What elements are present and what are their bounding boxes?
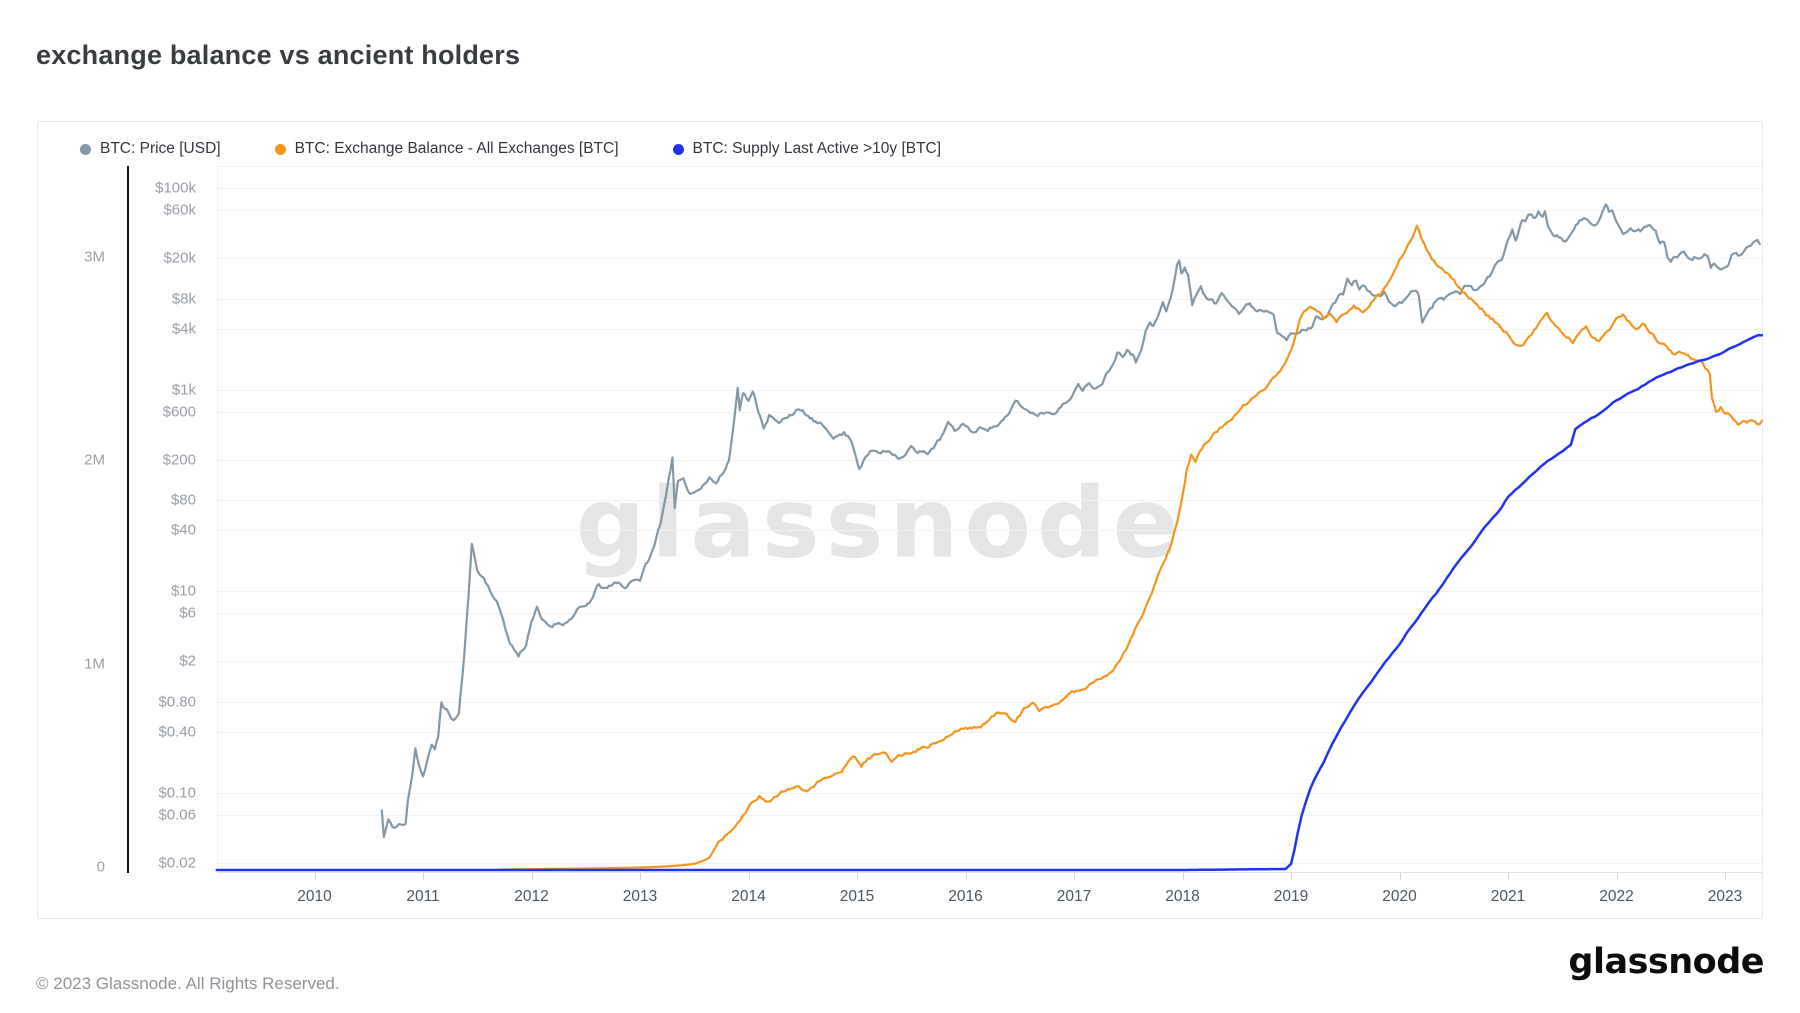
x-tick-mark	[1399, 873, 1401, 880]
x-tick-mark	[314, 873, 316, 880]
gridline	[217, 299, 1763, 300]
price-tick-label: $20k	[163, 249, 196, 267]
price-tick-label: $6	[179, 604, 196, 622]
price-tick-label: $1k	[171, 381, 196, 398]
chart-card	[37, 121, 1763, 919]
price-tick-label: $0.80	[158, 693, 196, 710]
gridline	[217, 863, 1763, 864]
x-tick-mark	[640, 873, 641, 880]
price-tick-label: $100k	[155, 179, 196, 197]
price-tick-label: $10	[170, 582, 196, 600]
chart-legend: BTC: Price [USD] BTC: Exchange Balance -…	[80, 140, 941, 158]
price-tick-label: $8k	[171, 290, 196, 307]
gridline	[217, 732, 1763, 733]
plot-area[interactable]	[217, 166, 1763, 873]
supply-tick-label: 3M	[84, 248, 105, 266]
x-tick-mark	[531, 873, 533, 880]
gridline	[217, 793, 1763, 794]
legend-item-price[interactable]: BTC: Price [USD]	[80, 140, 221, 158]
legend-label: BTC: Supply Last Active >10y [BTC]	[692, 140, 942, 157]
price-series-dot-icon	[80, 143, 91, 155]
exchange-balance-line	[497, 224, 1763, 871]
x-tick-mark	[857, 873, 858, 880]
year-tick-label: 2012	[514, 888, 549, 905]
legend-label: BTC: Exchange Balance - All Exchanges [B…	[294, 140, 619, 157]
gridline	[217, 329, 1763, 330]
gridline	[217, 591, 1763, 592]
x-tick-mark	[1616, 873, 1618, 880]
price-tick-label: $600	[162, 403, 196, 421]
gridline	[217, 815, 1763, 816]
price-line	[380, 203, 1761, 839]
legend-item-ancient-supply[interactable]: BTC: Supply Last Active >10y [BTC]	[672, 140, 942, 158]
x-tick-mark	[1074, 873, 1075, 880]
year-tick-label: 2014	[731, 888, 766, 905]
year-tick-label: 2019	[1273, 888, 1309, 905]
gridline	[217, 188, 1763, 189]
gridline	[217, 258, 1763, 259]
x-tick-mark	[748, 873, 750, 880]
year-tick-label: 2018	[1165, 888, 1200, 905]
price-tick-label: $60k	[163, 201, 196, 219]
year-tick-label: 2013	[622, 888, 658, 905]
legend-item-exchange-balance[interactable]: BTC: Exchange Balance - All Exchanges [B…	[274, 140, 619, 158]
price-tick-label: $0.02	[158, 854, 196, 872]
price-tick-label: $80	[170, 491, 196, 509]
page-title: exchange balance vs ancient holders	[36, 40, 521, 70]
gridline	[217, 661, 1763, 662]
ancient-supply-line	[215, 333, 1764, 872]
gridline	[217, 500, 1763, 501]
year-tick-label: 2023	[1707, 888, 1743, 905]
supply-tick-label: 0	[96, 858, 105, 876]
year-tick-label: 2020	[1382, 888, 1417, 905]
ancient-supply-series-dot-icon	[672, 143, 684, 155]
gridline	[217, 702, 1763, 703]
gridline	[217, 613, 1763, 614]
price-tick-label: $2	[179, 652, 196, 670]
gridline	[217, 390, 1763, 391]
price-tick-label: $0.10	[158, 784, 196, 801]
price-tick-label: $0.06	[158, 806, 196, 824]
price-tick-label: $4k	[171, 320, 196, 338]
legend-label: BTC: Price [USD]	[100, 140, 221, 157]
gridline	[217, 460, 1763, 461]
glassnode-logo[interactable]: glassnode	[1568, 942, 1764, 982]
year-tick-label: 2011	[406, 888, 440, 905]
x-tick-mark	[1725, 873, 1726, 880]
year-tick-label: 2015	[839, 888, 875, 905]
year-tick-label: 2016	[948, 888, 983, 905]
supply-tick-label: 1M	[84, 655, 105, 673]
year-tick-label: 2017	[1056, 888, 1092, 905]
year-tick-label: 2022	[1599, 888, 1634, 905]
year-tick-label: 2010	[297, 888, 332, 905]
price-tick-label: $0.40	[158, 723, 196, 741]
gridline	[217, 210, 1763, 211]
price-tick-label: $40	[170, 521, 196, 539]
year-tick-label: 2021	[1490, 888, 1526, 905]
x-tick-mark	[965, 873, 967, 880]
copyright-text: © 2023 Glassnode. All Rights Reserved.	[36, 974, 340, 993]
gridline	[217, 412, 1763, 413]
exchange-balance-series-dot-icon	[274, 143, 286, 155]
y-axis-spine	[127, 166, 129, 873]
x-tick-mark	[423, 873, 424, 880]
supply-tick-label: 2M	[84, 451, 105, 469]
gridline	[217, 530, 1763, 531]
price-tick-label: $200	[162, 451, 196, 469]
x-tick-mark	[1182, 873, 1184, 880]
x-tick-mark	[1508, 873, 1509, 880]
x-tick-mark	[1291, 873, 1292, 880]
